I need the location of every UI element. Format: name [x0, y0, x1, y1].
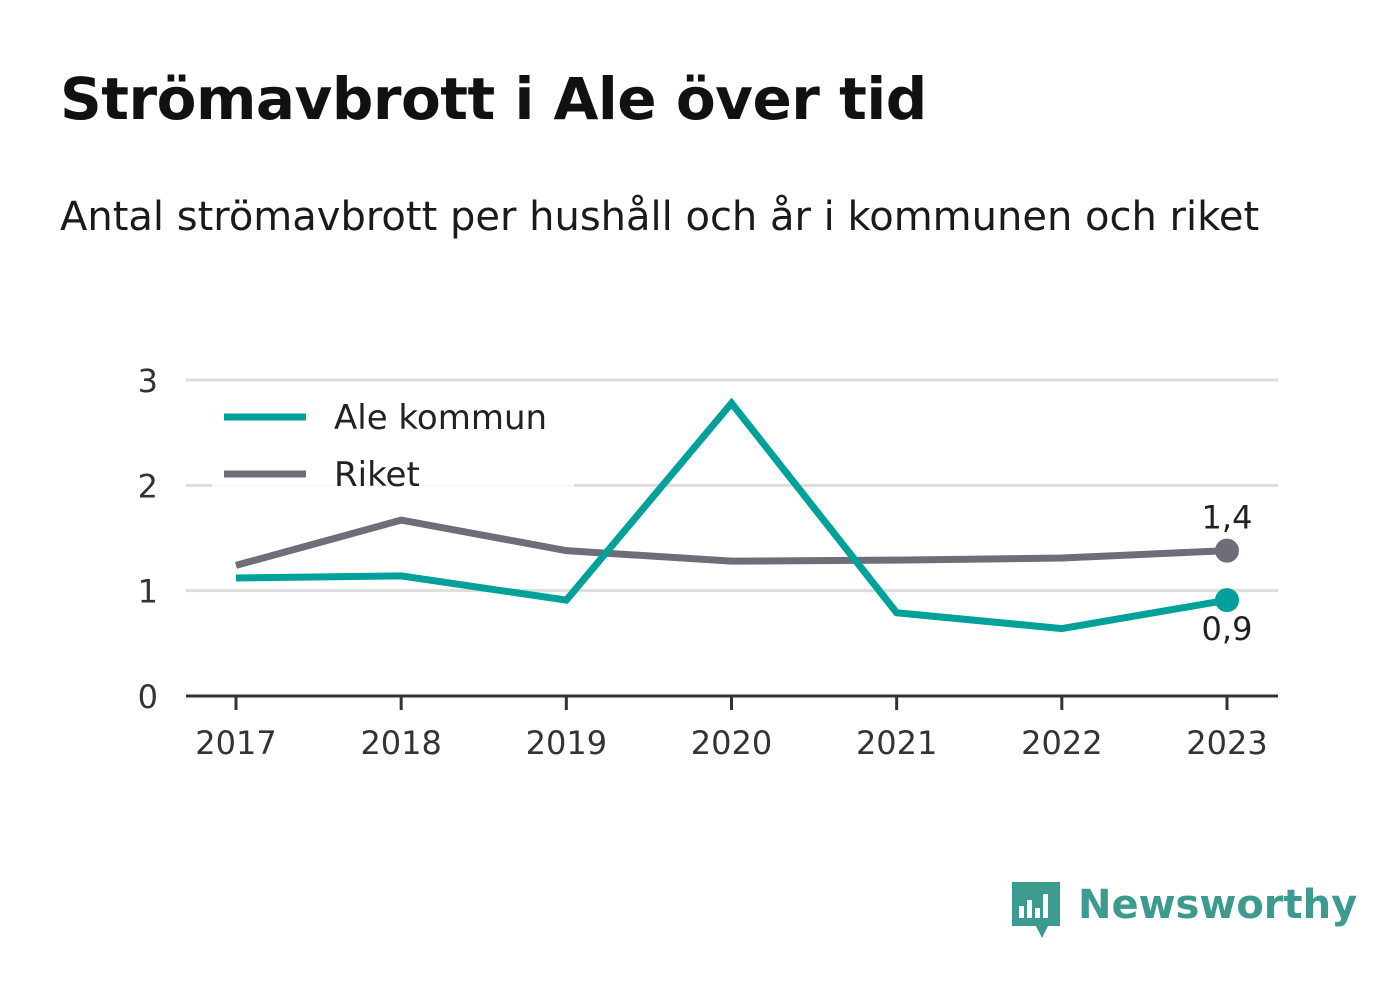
- series-line-ale-kommun: [235, 397, 1228, 633]
- legend-background: [212, 392, 574, 496]
- y-tick-label: 3: [138, 362, 158, 400]
- x-tick-label: 2021: [856, 724, 937, 762]
- x-axis: 2017 2018 2019 2020 2021 2022 2023: [186, 694, 1278, 762]
- end-value-label: 1,4: [1202, 499, 1253, 537]
- brand-name: Newsworthy: [1078, 882, 1357, 928]
- end-value-label: 0,9: [1202, 610, 1253, 648]
- series-line-riket: [235, 516, 1228, 569]
- chart-subtitle: Antal strömavbrott per hushåll och år i …: [60, 194, 1260, 240]
- y-tick-label: 2: [138, 467, 158, 505]
- x-tick-label: 2017: [195, 724, 276, 762]
- x-tick-label: 2020: [691, 724, 772, 762]
- chart-title: Strömavbrott i Ale över tid: [60, 65, 927, 133]
- legend-label: Ale kommun: [334, 398, 547, 438]
- end-point-marker: [1215, 588, 1239, 613]
- legend-label: Riket: [334, 455, 420, 495]
- newsworthy-chart-icon: [1012, 882, 1060, 938]
- y-tick-label: 1: [138, 573, 158, 611]
- x-tick-label: 2023: [1186, 724, 1267, 762]
- data-labels: 0,9 1,4: [1202, 499, 1253, 649]
- x-tick-label: 2019: [526, 724, 607, 762]
- y-tick-label: 0: [138, 678, 158, 716]
- newsworthy-logo: Newsworthy: [1012, 882, 1357, 938]
- end-point-marker: [1215, 538, 1239, 563]
- x-tick-label: 2018: [360, 724, 441, 762]
- legend: Ale kommun Riket: [212, 392, 574, 496]
- grid-lines: 0 1 2 3: [138, 362, 1278, 716]
- series-lines: [235, 397, 1239, 633]
- x-tick-label: 2022: [1021, 724, 1102, 762]
